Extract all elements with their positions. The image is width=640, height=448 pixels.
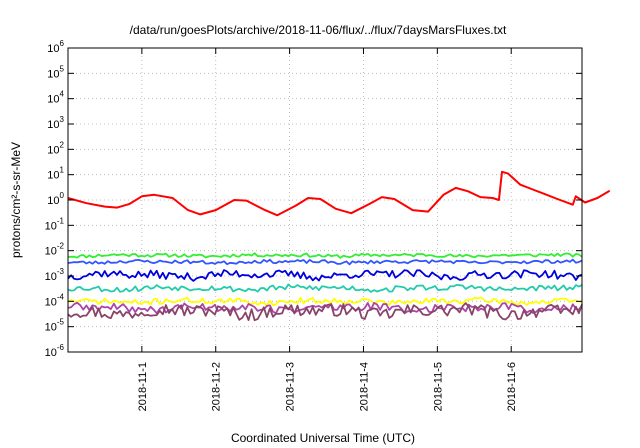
y-axis-label: protons/cm²-s-sr-MeV <box>9 142 23 258</box>
x-tick-label: 2018-11-5 <box>432 362 444 411</box>
y-tick-label: 102 <box>47 140 64 156</box>
y-tick-label: 103 <box>47 115 64 131</box>
y-tick-label: 10-2 <box>45 242 65 258</box>
y-tick-label: 10-1 <box>45 216 65 232</box>
x-tick-label: 2018-11-2 <box>211 362 223 411</box>
y-tick-label: 106 <box>47 39 64 55</box>
y-tick-label: 105 <box>47 64 64 80</box>
y-tick-label: 10-5 <box>45 318 65 334</box>
series-line-1 <box>67 252 583 259</box>
series-line-6 <box>67 301 583 315</box>
y-tick-label: 10-3 <box>45 267 65 283</box>
y-tick-label: 100 <box>47 191 64 207</box>
x-axis-label: Coordinated Universal Time (UTC) <box>231 431 415 445</box>
x-tick-label: 2018-11-4 <box>358 362 370 411</box>
y-tick-label: 101 <box>47 166 64 182</box>
series-group <box>67 170 611 322</box>
series-line-3 <box>67 269 583 282</box>
x-tick-label: 2018-11-1 <box>137 362 149 411</box>
chart-title: /data/run/goesPlots/archive/2018-11-06/f… <box>130 23 507 37</box>
series-line-2 <box>67 258 583 266</box>
x-tick-label: 2018-11-6 <box>506 362 518 411</box>
y-tick-label: 10-4 <box>45 292 65 308</box>
y-axis: 10-6 10-5 10-4 10-3 10-2 10-1 100 101 102 103 104 1… <box>45 39 582 359</box>
y-tick-label: 10-6 <box>45 343 65 359</box>
series-line-5 <box>67 296 583 307</box>
series-line-4 <box>67 283 583 293</box>
series-line-7 <box>67 302 583 322</box>
x-axis: 2018-11-1 2018-11-2 2018-11-3 2018-11-4 2018… <box>137 48 518 411</box>
series-line-0 <box>67 170 611 217</box>
y-tick-label: 104 <box>47 90 64 106</box>
x-tick-label: 2018-11-3 <box>285 362 297 411</box>
